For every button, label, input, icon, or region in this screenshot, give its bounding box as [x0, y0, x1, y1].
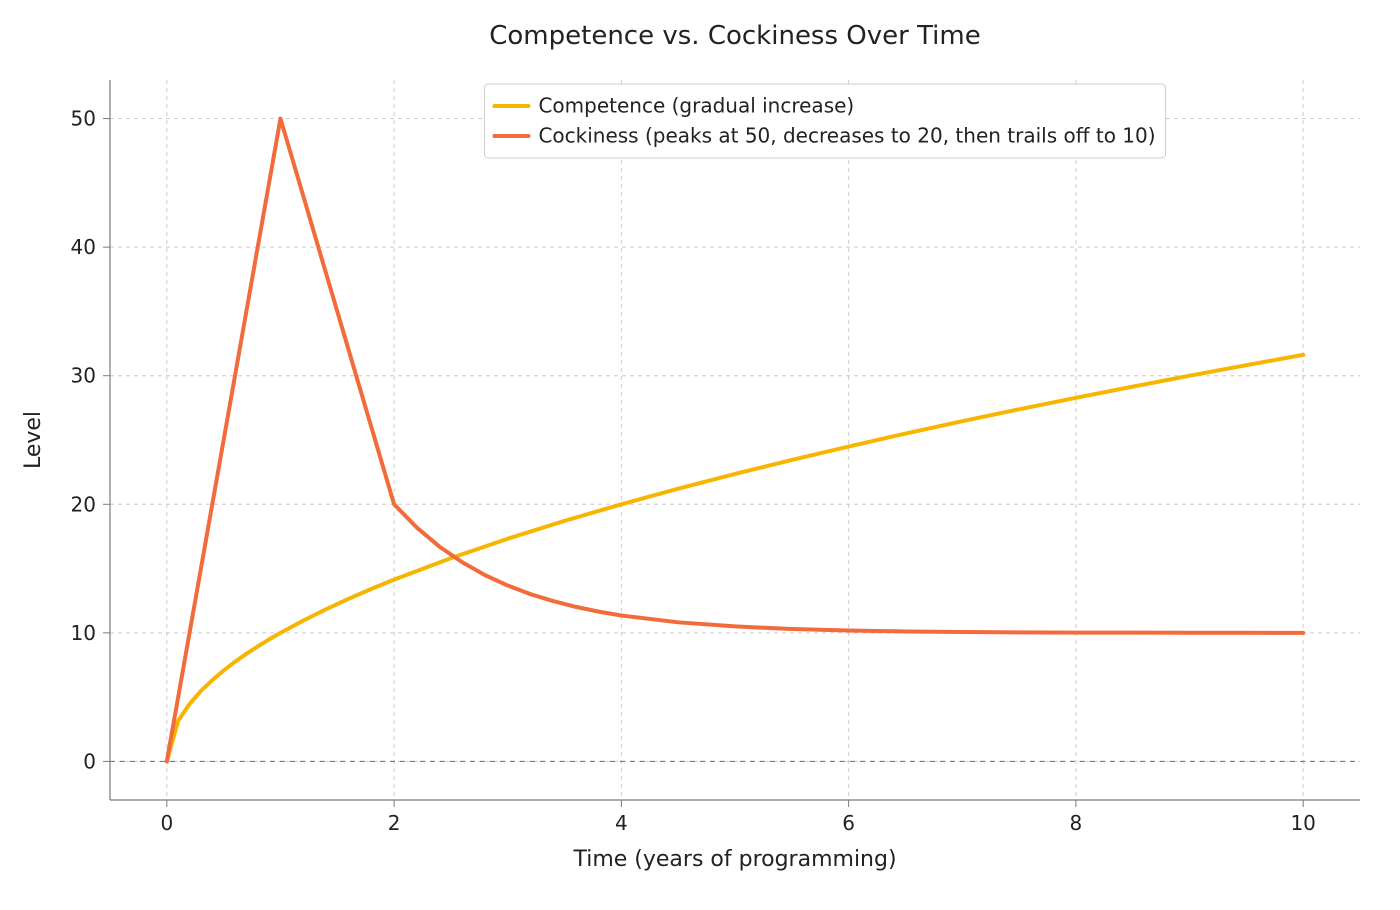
x-tick-label: 2 — [388, 811, 401, 835]
y-tick-label: 10 — [71, 621, 96, 645]
y-tick-label: 0 — [83, 749, 96, 773]
y-tick-label: 40 — [71, 235, 96, 259]
legend: Competence (gradual increase) Cockiness (… — [484, 84, 1165, 158]
y-tick-label: 30 — [71, 364, 96, 388]
chart-svg: 0 2 4 6 8 10 0 10 20 30 40 50 Competence vs. Cockine… — [0, 0, 1400, 910]
y-tick-label: 50 — [71, 107, 96, 131]
legend-label: Competence (gradual increase) — [538, 94, 854, 118]
x-tick-label: 4 — [615, 811, 628, 835]
chart-title: Competence vs. Cockiness Over Time — [489, 21, 980, 51]
legend-label: Cockiness (peaks at 50, decreases to 20,… — [538, 124, 1155, 148]
x-tick-label: 10 — [1290, 811, 1315, 835]
x-tick-label: 6 — [842, 811, 855, 835]
x-tick-label: 0 — [160, 811, 173, 835]
y-axis-label: Level — [21, 411, 46, 469]
x-tick-label: 8 — [1070, 811, 1083, 835]
y-tick-label: 20 — [71, 492, 96, 516]
chart-container: 0 2 4 6 8 10 0 10 20 30 40 50 Competence vs. Cockine… — [0, 0, 1400, 910]
x-axis-label: Time (years of programming) — [572, 847, 896, 872]
